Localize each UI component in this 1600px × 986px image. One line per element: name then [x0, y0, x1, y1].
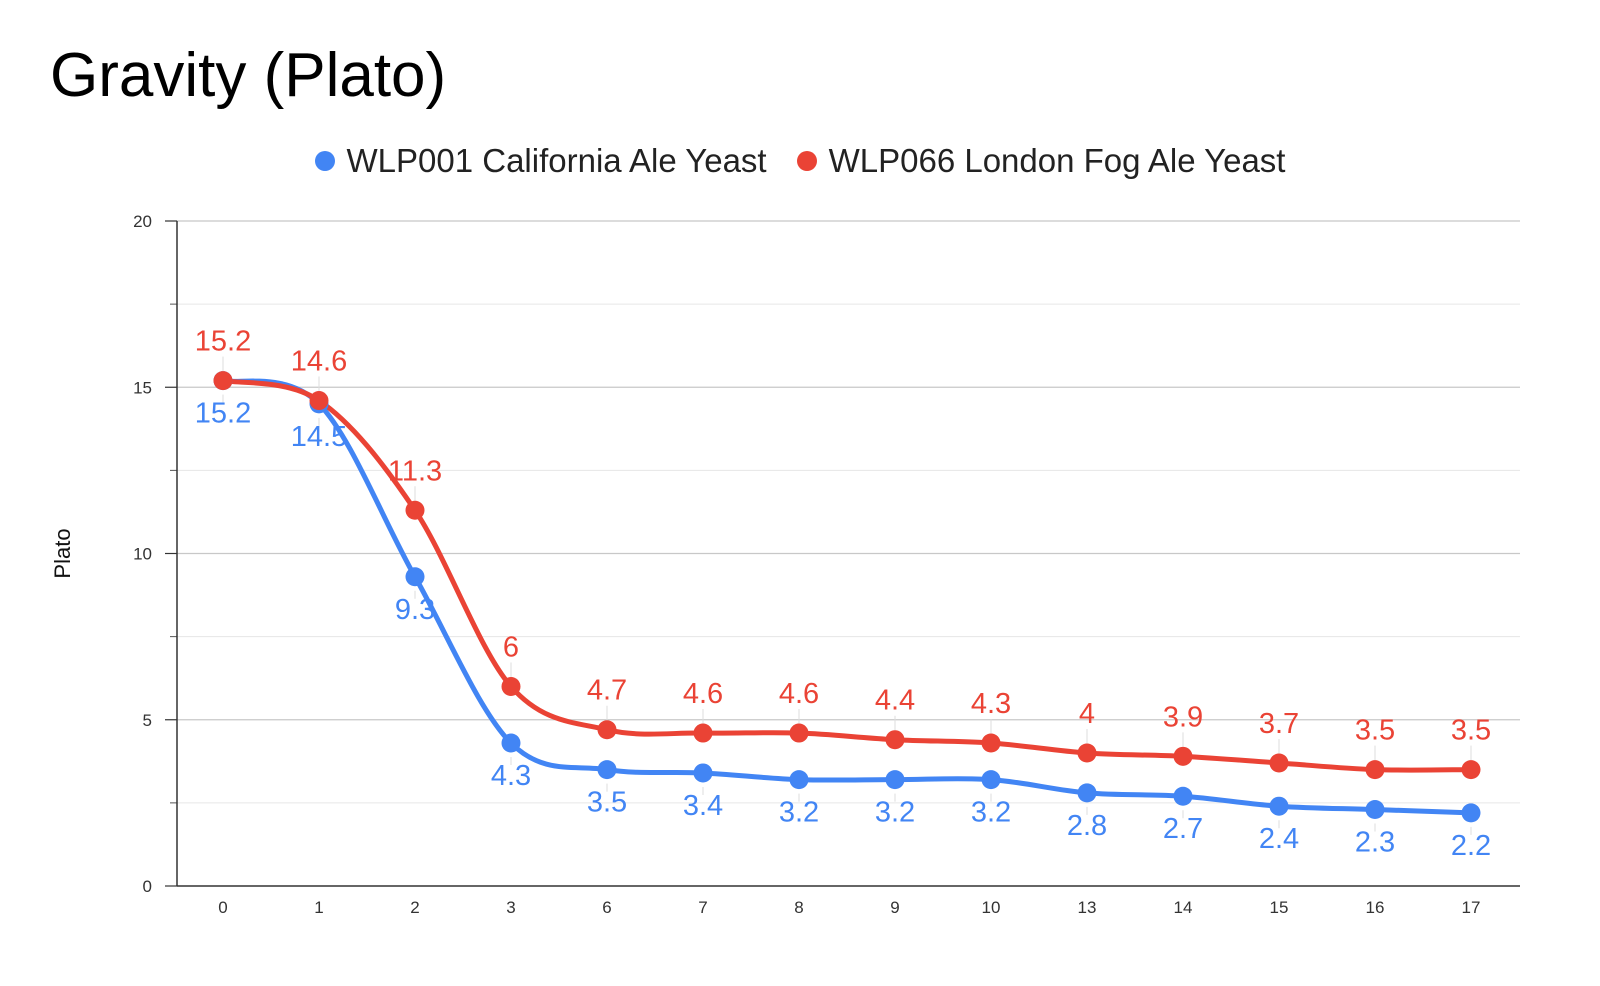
- data-point-series-2: [1077, 743, 1097, 763]
- x-tick-label: 13: [1078, 898, 1097, 917]
- data-label-series-1: 3.5: [587, 787, 627, 819]
- data-point-series-2: [981, 733, 1001, 753]
- data-point-series-1: [597, 760, 617, 780]
- data-label-series-1: 2.8: [1067, 810, 1107, 842]
- x-tick-label: 7: [698, 898, 707, 917]
- data-point-series-2: [1173, 746, 1193, 766]
- data-label-series-2: 4.3: [971, 688, 1011, 720]
- data-point-series-2: [789, 723, 809, 743]
- y-tick-label: 5: [143, 711, 152, 730]
- x-tick-label: 10: [982, 898, 1001, 917]
- x-tick-label: 3: [506, 898, 515, 917]
- data-point-series-1: [789, 770, 809, 790]
- data-label-series-1: 3.2: [971, 797, 1011, 829]
- legend-marker-series-2: [796, 151, 817, 171]
- data-point-series-2: [1461, 760, 1481, 780]
- x-tick-label: 1: [314, 898, 323, 917]
- data-label-series-2: 3.9: [1163, 701, 1203, 733]
- data-label-series-1: 4.3: [491, 760, 531, 792]
- x-tick-label: 9: [890, 898, 899, 917]
- data-point-series-2: [693, 723, 713, 743]
- data-label-series-1: 3.2: [875, 797, 915, 829]
- data-label-series-1: 2.3: [1355, 827, 1395, 859]
- data-label-series-2: 11.3: [388, 455, 442, 487]
- legend: WLP001 California Ale Yeast WLP066 Londo…: [0, 142, 1600, 180]
- data-point-series-2: [1365, 760, 1385, 780]
- chart-title: Gravity (Plato): [50, 41, 447, 110]
- data-label-series-2: 3.5: [1355, 715, 1395, 747]
- data-point-series-1: [501, 733, 521, 753]
- x-tick-label: 6: [602, 898, 611, 917]
- data-label-series-1: 3.4: [683, 790, 723, 822]
- data-point-series-1: [1173, 786, 1193, 806]
- data-point-series-1: [693, 763, 713, 783]
- data-point-series-2: [885, 730, 905, 750]
- data-point-series-2: [213, 371, 233, 391]
- data-point-series-2: [501, 677, 521, 696]
- x-tick-label: 16: [1366, 898, 1385, 917]
- data-label-series-1: 2.2: [1451, 830, 1491, 862]
- y-tick-label: 10: [133, 545, 152, 564]
- data-point-series-2: [405, 500, 425, 520]
- data-label-series-2: 3.5: [1451, 715, 1491, 747]
- x-tick-label: 0: [218, 898, 227, 917]
- data-label-series-2: 4.7: [587, 675, 627, 707]
- data-point-series-1: [1269, 796, 1289, 816]
- data-label-series-2: 15.2: [195, 326, 251, 358]
- data-label-series-2: 4.4: [875, 685, 915, 717]
- data-label-series-1: 2.7: [1163, 813, 1203, 845]
- data-label-series-1: 9.3: [395, 594, 435, 626]
- x-tick-label: 14: [1174, 898, 1193, 917]
- data-point-series-1: [1077, 783, 1097, 803]
- data-label-series-1: 3.2: [779, 797, 819, 829]
- legend-label-series-2: WLP066 London Fog Ale Yeast: [828, 142, 1286, 179]
- x-tick-label: 15: [1270, 898, 1289, 917]
- data-point-series-1: [981, 770, 1001, 790]
- x-tick-label: 8: [794, 898, 803, 917]
- legend-item-series-2[interactable]: WLP066 London Fog Ale Yeast: [796, 142, 1286, 180]
- data-point-series-1: [1365, 800, 1385, 820]
- data-label-series-2: 4.6: [683, 678, 723, 710]
- data-point-series-2: [597, 720, 617, 740]
- x-tick-label: 17: [1462, 898, 1481, 917]
- y-tick-label: 20: [133, 212, 152, 231]
- data-label-series-2: 3.7: [1259, 708, 1299, 740]
- data-label-series-1: 15.2: [195, 398, 251, 430]
- y-axis-title: Plato: [50, 528, 75, 578]
- x-tick-label: 2: [410, 898, 419, 917]
- data-label-series-1: 14.5: [291, 421, 347, 453]
- data-point-series-2: [1269, 753, 1289, 773]
- y-tick-label: 15: [133, 378, 152, 397]
- data-point-series-2: [309, 391, 329, 411]
- data-label-series-2: 6: [503, 632, 519, 664]
- data-label-series-2: 4: [1079, 698, 1095, 730]
- legend-label-series-1: WLP001 California Ale Yeast: [346, 142, 767, 179]
- data-label-series-1: 2.4: [1259, 823, 1299, 855]
- data-label-series-2: 4.6: [779, 678, 819, 710]
- legend-item-series-1[interactable]: WLP001 California Ale Yeast: [314, 142, 767, 180]
- data-point-series-1: [885, 770, 905, 790]
- legend-marker-series-1: [314, 151, 335, 171]
- data-point-series-1: [1461, 803, 1481, 823]
- y-tick-label: 0: [143, 877, 152, 896]
- data-label-series-2: 14.6: [291, 346, 347, 378]
- data-point-series-1: [405, 567, 425, 587]
